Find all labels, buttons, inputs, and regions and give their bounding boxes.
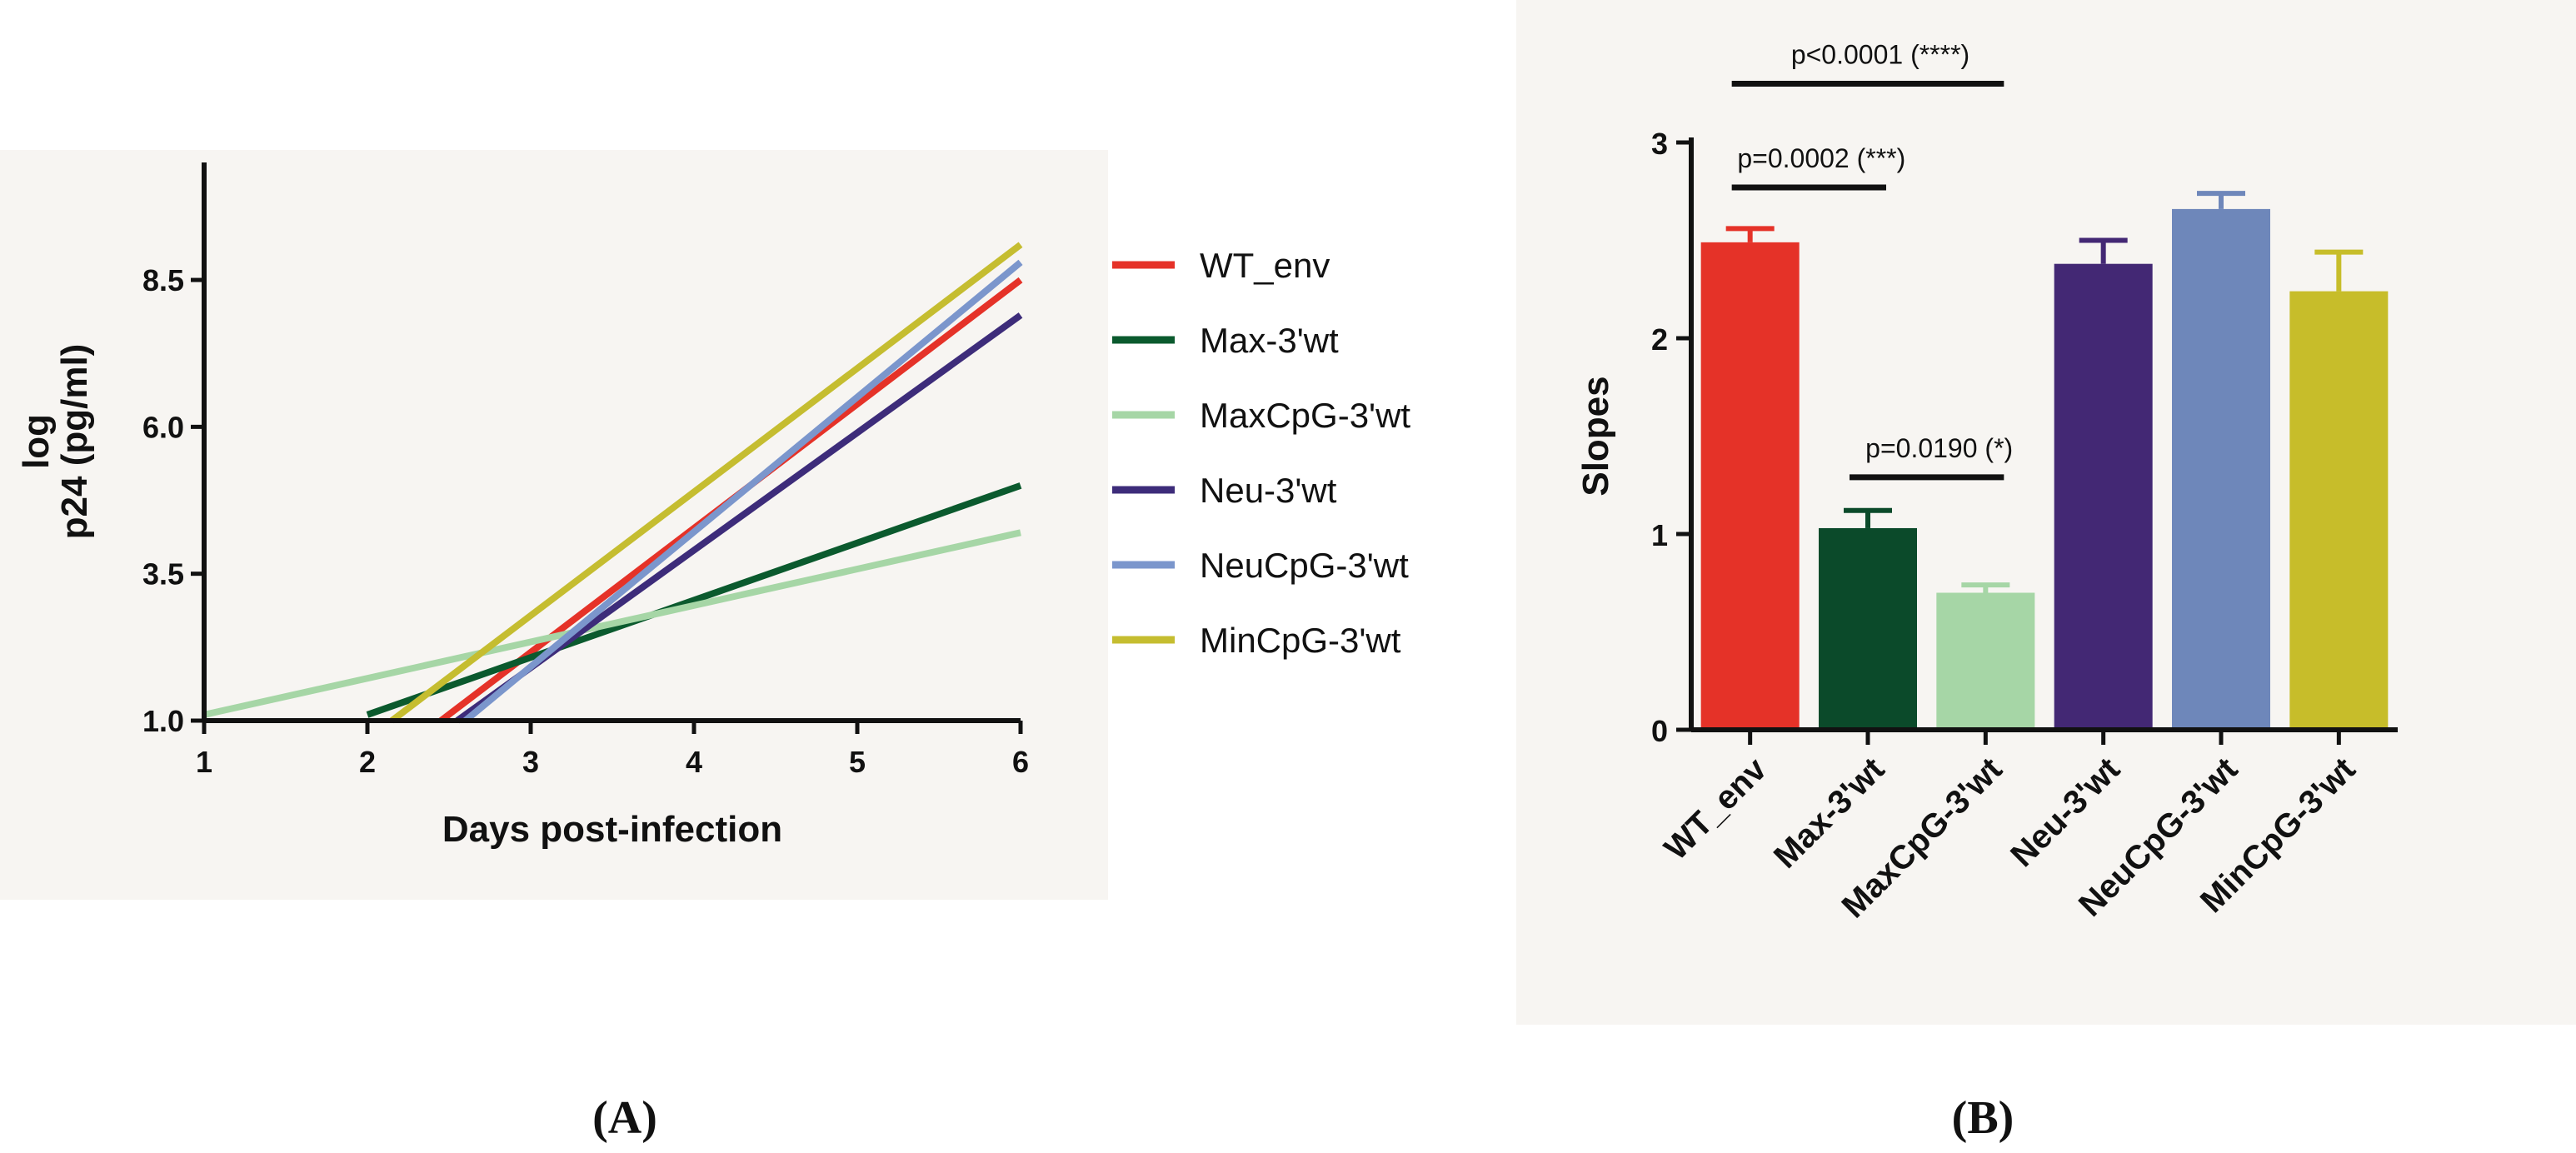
bar	[2289, 291, 2389, 731]
x-tick-label: 3	[522, 745, 539, 779]
x-tick-label: 5	[849, 745, 866, 779]
x-tick-label: 4	[686, 745, 702, 779]
y-tick-label: 1.0	[142, 704, 184, 738]
significance-label: p=0.0190 (*)	[1865, 433, 2013, 463]
x-tick-label: 6	[1012, 745, 1029, 779]
panel-a-backdrop	[0, 150, 1108, 900]
legend-label: Max-3'wt	[1200, 321, 1339, 360]
legend-label: MaxCpG-3'wt	[1200, 396, 1410, 435]
legend-label: NeuCpG-3'wt	[1200, 546, 1409, 585]
legend: WT_env Max-3'wt MaxCpG-3'wt Neu-3'wt NeuCpG-…	[1112, 246, 1410, 660]
bar	[2172, 208, 2270, 730]
significance-label: p<0.0001 (****)	[1791, 40, 1969, 70]
series-line-5	[389, 242, 1023, 724]
significance-label: p=0.0002 (***)	[1737, 143, 1905, 173]
panel-b-backdrop	[1516, 0, 2576, 1025]
y-axis-title: Slopes	[1575, 376, 1616, 496]
bar	[1936, 592, 2035, 730]
y-tick-label: 2	[1651, 322, 1668, 357]
series-line-2	[203, 529, 1021, 718]
y-tick-label: 3.5	[142, 557, 184, 591]
y-tick-label: 1	[1651, 518, 1668, 552]
series-line-1	[366, 482, 1022, 718]
bar	[1700, 242, 1800, 731]
series-line-4	[463, 259, 1023, 724]
y-axis-title-line: p24 (pg/ml)	[54, 344, 95, 540]
bar	[1819, 527, 1917, 730]
x-axis-title: Days post-infection	[442, 809, 782, 850]
x-tick-label: 2	[359, 745, 376, 779]
panel-a-label: (A)	[592, 1092, 657, 1144]
panel-a-line-chart: 1 2 3 4 5 6 1.0 3.5 6.0 8.5 Days post-infection log…	[16, 162, 1410, 850]
bar	[2054, 263, 2153, 730]
y-tick-label: 3	[1651, 127, 1668, 161]
panel-b-label: (B)	[1952, 1092, 2014, 1144]
y-axis-title: logp24 (pg/ml)	[16, 344, 95, 540]
y-axis-title-line: log	[16, 414, 57, 469]
legend-label: WT_env	[1200, 246, 1330, 285]
legend-label: MinCpG-3'wt	[1200, 621, 1401, 660]
y-tick-label: 8.5	[142, 263, 184, 297]
legend-label: Neu-3'wt	[1200, 471, 1337, 510]
y-tick-label: 6.0	[142, 410, 184, 444]
y-tick-label: 0	[1651, 714, 1668, 748]
x-tick-label: 1	[196, 745, 212, 779]
